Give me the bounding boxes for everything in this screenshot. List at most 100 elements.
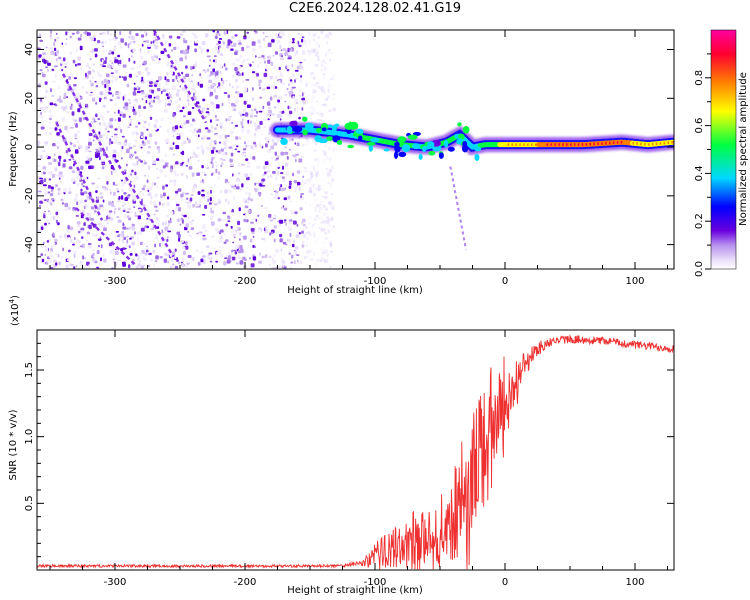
noise-speck xyxy=(298,186,301,191)
noise-speck xyxy=(132,144,136,148)
noise-speck xyxy=(295,77,298,80)
noise-speck xyxy=(201,150,204,155)
noise-speck xyxy=(323,232,328,235)
noise-speck xyxy=(238,42,242,46)
noise-speck xyxy=(86,195,89,200)
noise-speck xyxy=(297,181,301,186)
noise-speck xyxy=(104,90,108,94)
noise-speck xyxy=(245,144,248,148)
noise-speck xyxy=(118,196,121,200)
noise-speck xyxy=(127,43,130,49)
noise-speck xyxy=(162,185,165,190)
noise-speck xyxy=(268,168,270,173)
noise-speck xyxy=(199,80,202,83)
noise-speck xyxy=(217,200,222,204)
noise-speck xyxy=(252,87,254,91)
noise-speck xyxy=(190,87,193,91)
noise-speck xyxy=(65,149,69,154)
noise-speck xyxy=(137,109,140,114)
noise-speck xyxy=(210,119,212,123)
noise-speck xyxy=(296,254,300,256)
noise-speck xyxy=(213,88,217,93)
noise-speck xyxy=(316,50,319,55)
noise-speck xyxy=(156,209,159,212)
noise-speck xyxy=(312,192,317,197)
noise-speck xyxy=(224,134,227,139)
noise-speck xyxy=(128,115,131,118)
noise-speck xyxy=(223,63,226,68)
noise-speck xyxy=(227,215,231,219)
noise-speck xyxy=(184,200,188,204)
noise-speck xyxy=(151,184,154,187)
noise-speck xyxy=(233,104,237,107)
noise-speck xyxy=(200,145,203,149)
noise-speck xyxy=(96,196,99,201)
noise-speck xyxy=(198,232,202,235)
noise-speck xyxy=(312,38,315,42)
noise-speck xyxy=(190,129,193,132)
noise-speck xyxy=(194,35,198,39)
noise-speck xyxy=(235,58,238,61)
noise-speck xyxy=(101,159,106,162)
noise-speck xyxy=(174,173,179,177)
noise-speck xyxy=(241,72,244,76)
noise-speck xyxy=(215,118,220,122)
noise-speck xyxy=(95,85,99,88)
noise-speck xyxy=(64,63,67,65)
noise-speck xyxy=(239,245,243,250)
noise-speck xyxy=(204,205,208,209)
noise-speck xyxy=(326,41,329,44)
noise-speck xyxy=(254,245,257,249)
noise-speck xyxy=(108,140,111,146)
noise-speck xyxy=(325,42,329,46)
noise-speck xyxy=(170,70,173,75)
noise-speck xyxy=(55,58,58,62)
noise-speck xyxy=(255,124,258,129)
noise-speck xyxy=(215,75,220,80)
noise-speck xyxy=(84,107,89,110)
noise-speck xyxy=(144,96,149,98)
noise-speck xyxy=(110,72,114,75)
noise-speck xyxy=(306,250,311,254)
noise-speck xyxy=(323,145,327,148)
noise-speck xyxy=(95,199,99,203)
noise-speck xyxy=(78,145,83,149)
noise-speck xyxy=(288,76,292,79)
noise-speck xyxy=(89,57,92,61)
noise-speck xyxy=(313,83,318,88)
noise-speck xyxy=(152,40,155,44)
noise-speck xyxy=(204,115,207,119)
noise-speck xyxy=(122,202,126,206)
noise-speck xyxy=(218,245,221,248)
noise-speck xyxy=(241,163,245,166)
noise-speck xyxy=(303,233,307,238)
noise-speck xyxy=(134,151,137,154)
noise-speck xyxy=(133,82,136,85)
noise-speck xyxy=(52,236,55,238)
signal-blob xyxy=(407,134,418,140)
noise-speck xyxy=(215,32,220,36)
noise-speck xyxy=(183,140,187,145)
noise-speck xyxy=(90,218,94,221)
noise-speck xyxy=(176,132,179,135)
noise-speck xyxy=(309,106,313,110)
noise-speck xyxy=(301,50,306,55)
noise-speck xyxy=(271,139,274,143)
noise-speck xyxy=(292,95,295,99)
noise-speck xyxy=(177,207,182,212)
noise-speck xyxy=(82,185,85,188)
noise-speck xyxy=(186,202,189,204)
noise-speck xyxy=(147,217,151,221)
noise-speck xyxy=(288,252,291,255)
signal-blob xyxy=(331,124,337,132)
noise-speck xyxy=(226,182,229,184)
noise-speck xyxy=(191,74,194,77)
noise-speck xyxy=(239,232,242,235)
noise-speck xyxy=(172,153,176,156)
noise-speck xyxy=(159,168,163,172)
noise-speck xyxy=(124,247,127,250)
noise-speck xyxy=(187,231,190,233)
noise-speck xyxy=(66,153,69,156)
noise-speck xyxy=(58,177,61,180)
noise-speck xyxy=(129,173,133,176)
